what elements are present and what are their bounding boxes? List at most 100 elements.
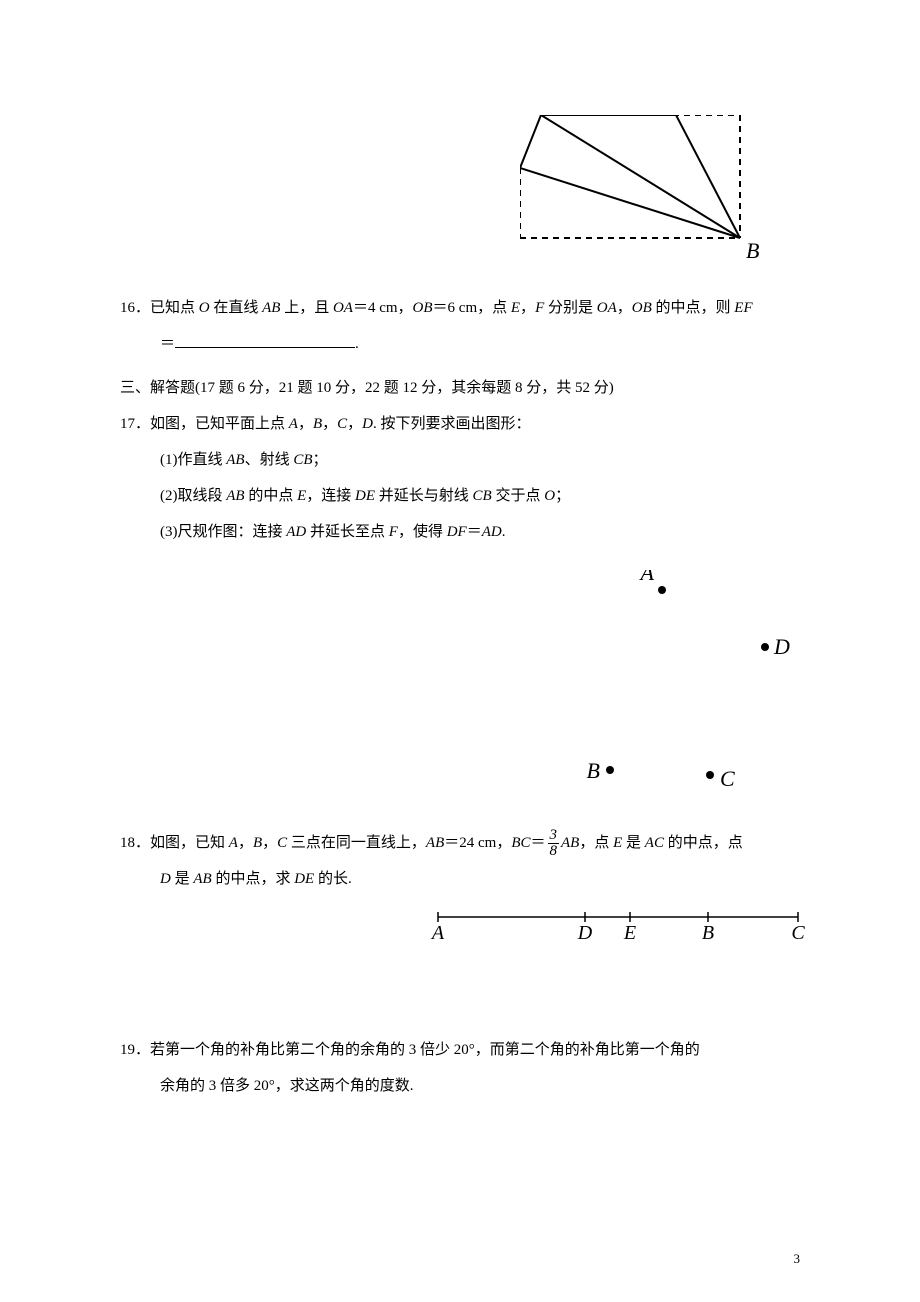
section-3-header: 三、解答题(17 题 6 分，21 题 10 分，22 题 12 分，其余每题 … <box>120 370 800 406</box>
var-OA: OA <box>333 300 353 316</box>
var-F: F <box>389 524 398 540</box>
text: 并延长至点 <box>306 524 389 540</box>
text: 的中点，求 <box>212 871 295 887</box>
text: (2)取线段 <box>160 488 226 504</box>
var-BC: BC <box>511 835 530 851</box>
var-C: C <box>337 416 347 432</box>
text: 是 <box>622 835 645 851</box>
q18-line1: 18．如图，已知 A，B，C 三点在同一直线上，AB＝24 cm，BC＝38AB… <box>120 825 800 861</box>
text: 18．如图，已知 <box>120 835 229 851</box>
text: 分别是 <box>544 300 597 316</box>
label-B: B <box>702 922 714 944</box>
var-O: O <box>199 300 210 316</box>
q18-figure-svg: A D E B C <box>430 907 810 947</box>
text: (1)作直线 <box>160 452 226 468</box>
var-B: B <box>253 835 262 851</box>
text: 并延长与射线 <box>375 488 473 504</box>
text: ，使得 <box>398 524 447 540</box>
text: ； <box>313 452 328 468</box>
var-AB: AB <box>226 488 244 504</box>
label-D: D <box>577 922 593 944</box>
text: ， <box>617 300 632 316</box>
frac-den: 8 <box>548 844 560 859</box>
text: ， <box>520 300 535 316</box>
text: ＝4 cm， <box>353 300 413 316</box>
var-DE: DE <box>294 871 314 887</box>
q19-line2: 余角的 3 倍多 20°，求这两个角的度数. <box>120 1068 800 1104</box>
q16-line1: 16．已知点 O 在直线 AB 上，且 OA＝4 cm，OB＝6 cm，点 E，… <box>120 290 800 326</box>
q17-figure: A D B C <box>560 570 800 805</box>
text: ＝ <box>160 336 175 352</box>
text: 17．如图，已知平面上点 <box>120 416 289 432</box>
text: ， <box>322 416 337 432</box>
var-AB: AB <box>426 835 444 851</box>
text: ＝6 cm，点 <box>433 300 511 316</box>
var-O: O <box>544 488 555 504</box>
fraction-3-8: 38 <box>548 828 560 859</box>
label-A: A <box>430 922 445 944</box>
var-A: A <box>289 416 298 432</box>
text: ， <box>347 416 362 432</box>
text: 是 <box>171 871 194 887</box>
var-B: B <box>313 416 322 432</box>
text: ， <box>238 835 253 851</box>
text: . 按下列要求画出图形： <box>373 416 531 432</box>
var-C: C <box>277 835 287 851</box>
label-A: A <box>639 570 655 585</box>
q17-sub2: (2)取线段 AB 的中点 E，连接 DE 并延长与射线 CB 交于点 O； <box>120 478 800 514</box>
label-C: C <box>748 115 763 117</box>
text: 三点在同一直线上， <box>287 835 426 851</box>
q17-sub1: (1)作直线 AB、射线 CB； <box>120 442 800 478</box>
text: ， <box>262 835 277 851</box>
answer-blank <box>175 333 355 348</box>
label-E: E <box>623 922 636 944</box>
q15-figure: D F C E A B <box>520 115 765 265</box>
var-CB: CB <box>293 452 312 468</box>
text: 的中点 <box>245 488 298 504</box>
q17-sub3: (3)尺规作图：连接 AD 并延长至点 F，使得 DF＝AD. <box>120 514 800 550</box>
page-content: 16．已知点 O 在直线 AB 上，且 OA＝4 cm，OB＝6 cm，点 E，… <box>0 0 920 1104</box>
var-OB: OB <box>413 300 433 316</box>
var-D: D <box>362 416 373 432</box>
var-OB2: OB <box>632 300 652 316</box>
var-E: E <box>297 488 306 504</box>
var-EF: EF <box>734 300 752 316</box>
text: ＝ <box>467 524 482 540</box>
label-B: B <box>746 238 759 260</box>
text: ，连接 <box>306 488 355 504</box>
label-D: D <box>773 634 790 659</box>
text: 在直线 <box>210 300 263 316</box>
frac-num: 3 <box>548 828 560 844</box>
label-C: C <box>720 766 735 791</box>
text: ，点 <box>579 835 613 851</box>
text: 的中点，则 <box>652 300 735 316</box>
text: 交于点 <box>492 488 545 504</box>
q15-figure-svg: D F C E A B <box>520 115 765 260</box>
var-DE: DE <box>355 488 375 504</box>
var-AD: AD <box>482 524 502 540</box>
var-D: D <box>160 871 171 887</box>
text: . <box>355 336 359 352</box>
text: 16．已知点 <box>120 300 199 316</box>
q18-figure: A D E B C <box>430 907 800 952</box>
label-C: C <box>791 922 805 944</box>
var-AB: AB <box>226 452 244 468</box>
text: ， <box>298 416 313 432</box>
text: 的长. <box>314 871 352 887</box>
var-AC: AC <box>645 835 664 851</box>
q16-line2: ＝. <box>120 326 800 362</box>
label-B: B <box>587 758 600 783</box>
page-number: 3 <box>794 1251 801 1267</box>
var-A: A <box>229 835 238 851</box>
var-E: E <box>511 300 520 316</box>
q18-line2: D 是 AB 的中点，求 DE 的长. <box>120 861 800 897</box>
q19-line1: 19．若第一个角的补角比第二个角的余角的 3 倍少 20°，而第二个角的补角比第… <box>120 1032 800 1068</box>
text: . <box>502 524 506 540</box>
var-DF: DF <box>447 524 467 540</box>
var-E: E <box>613 835 622 851</box>
q17-line1: 17．如图，已知平面上点 A，B，C，D. 按下列要求画出图形： <box>120 406 800 442</box>
var-CB: CB <box>473 488 492 504</box>
var-AD: AD <box>286 524 306 540</box>
text: 、射线 <box>245 452 294 468</box>
text: 的中点，点 <box>664 835 743 851</box>
